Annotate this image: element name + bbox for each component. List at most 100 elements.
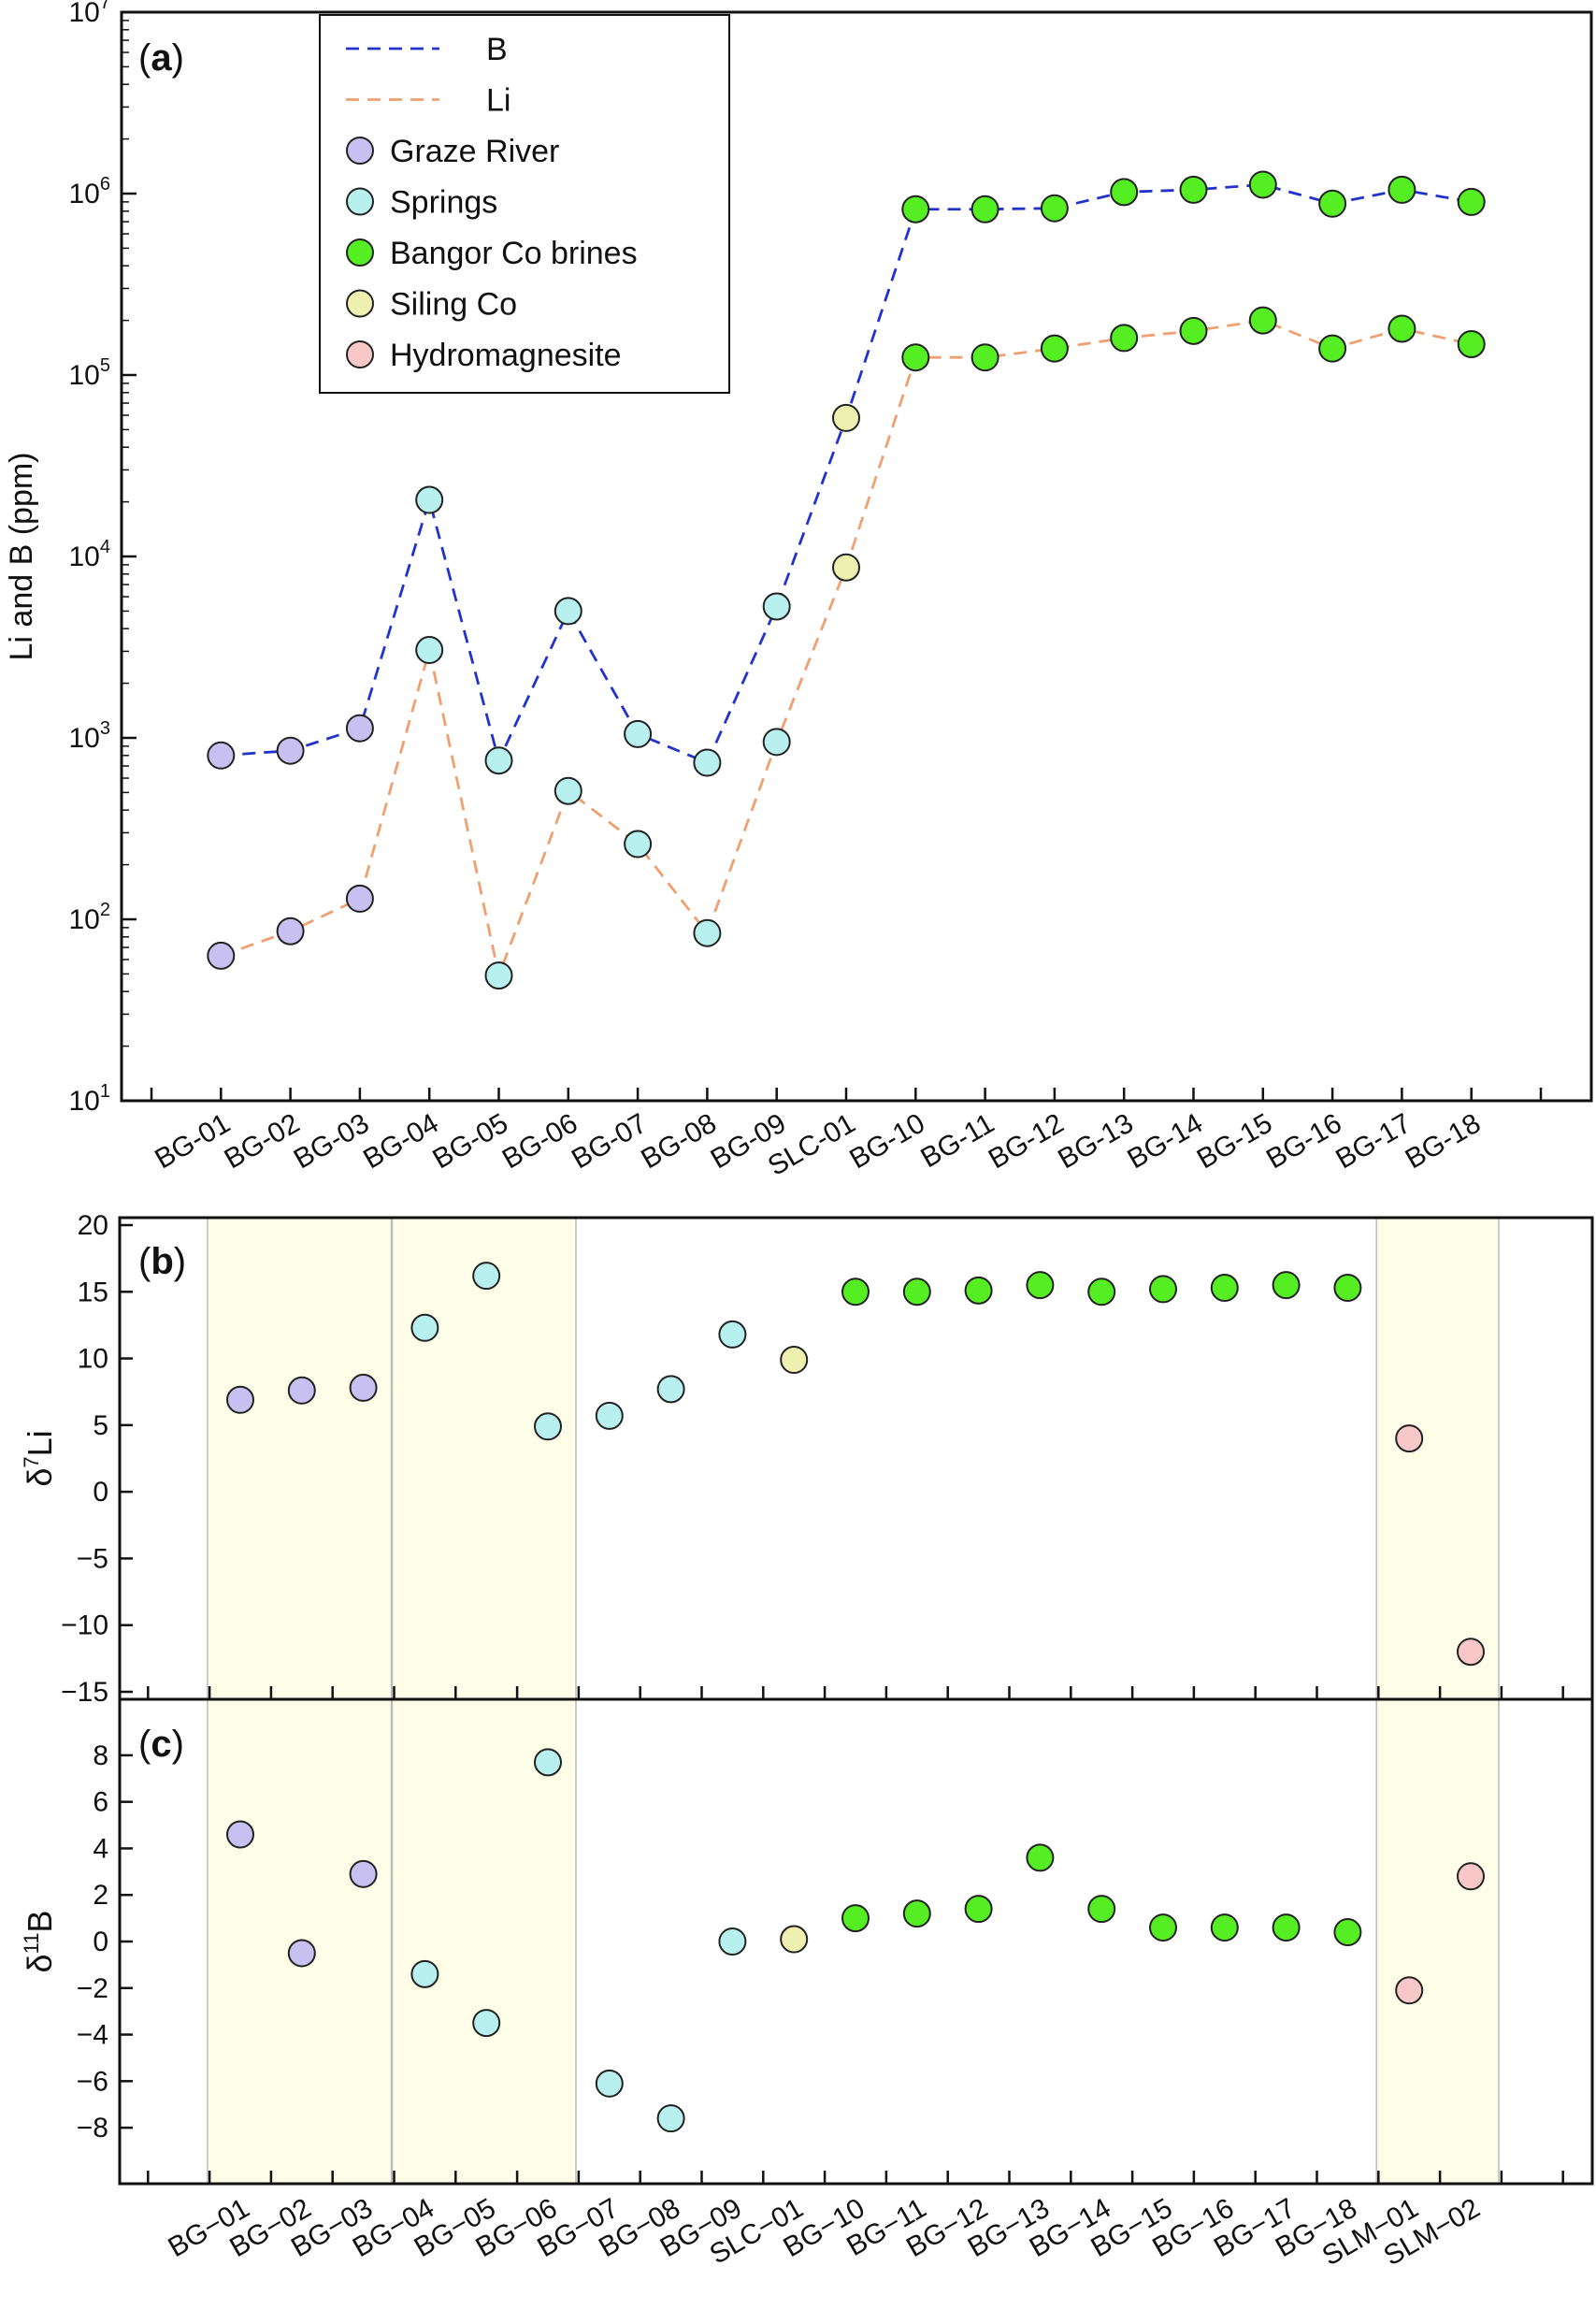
data-point-li (1110, 324, 1139, 353)
data-point-b (1110, 178, 1139, 207)
panel-a-xtick-label: BG-13 (1053, 1107, 1139, 1175)
data-point-li (901, 343, 930, 372)
data-point-li (971, 343, 999, 372)
panel-c-data-point (902, 1899, 931, 1928)
panel-b-data-point (410, 1313, 439, 1342)
panel-b-ytick-label: −10 (61, 1610, 108, 1641)
panel-b-data-point (1087, 1277, 1116, 1306)
data-point-b (1457, 187, 1486, 216)
panel-c-data-point (841, 1904, 870, 1933)
panel-a-ylabel: Li and B (ppm) (4, 453, 39, 661)
data-point-b (1248, 170, 1277, 199)
data-point-b (832, 403, 860, 432)
panel-a-xtick-label: BG-07 (567, 1107, 653, 1175)
panel-b-data-point (841, 1277, 870, 1306)
panel-c-data-point (595, 2069, 624, 2098)
panel-c-ytick-label: 2 (93, 1880, 108, 1911)
panel-b-ytick-label: 0 (93, 1477, 108, 1508)
panel-c-shaded-span (391, 1698, 577, 2185)
panel-b-data-point (534, 1412, 562, 1441)
panel-b-data-point (595, 1401, 624, 1430)
data-point-b (207, 741, 236, 770)
data-point-b (554, 597, 582, 626)
panel-b-ytick-label: −15 (61, 1677, 108, 1708)
data-point-b (345, 714, 374, 743)
panel-b-data-point (349, 1373, 378, 1402)
panel-a-xtick-label: BG-06 (497, 1107, 583, 1175)
panel-a-xtick-label: BG-11 (915, 1107, 999, 1174)
panel-c-data-point (1395, 1976, 1424, 2005)
panel-b-data-point (1395, 1424, 1424, 1453)
panel-b-data-point (1026, 1271, 1055, 1300)
data-point-b (415, 485, 444, 514)
panel-a-ytick-label: 102 (69, 900, 111, 935)
panel-b-data-point (902, 1277, 931, 1306)
panel-c-ytick-label: −4 (77, 2020, 108, 2051)
panel-c-ytick-label: 0 (93, 1927, 108, 1957)
data-point-li (1388, 314, 1416, 343)
panel-a-xtick-label: BG-05 (427, 1107, 513, 1175)
legend-label: Springs (390, 185, 497, 221)
panel-c-data-point (1210, 1913, 1239, 1942)
panel-a-ytick-label: 103 (69, 718, 111, 754)
data-point-b (276, 736, 305, 765)
panel-c-data-point (656, 2104, 685, 2133)
panel-a-ytick-label: 105 (69, 355, 111, 391)
panel-b-shaded-span (207, 1217, 393, 1700)
panel-c-data-point (718, 1927, 747, 1956)
panel-b-ytick-label: 20 (78, 1210, 108, 1241)
panel-a-xtick-label: BG-04 (358, 1107, 444, 1175)
panel-b-ytick-label: 10 (78, 1344, 108, 1375)
panel-b-shaded-span (1375, 1217, 1500, 1700)
panel-c-data-point (410, 1959, 439, 1988)
panel-c-ytick-label: −2 (77, 1973, 108, 2004)
data-point-li (484, 961, 513, 990)
data-point-li (832, 553, 860, 582)
data-point-b (484, 746, 513, 775)
data-point-li (207, 941, 236, 970)
data-point-li (1457, 329, 1486, 358)
panel-c-data-point (780, 1925, 809, 1954)
legend-marker (346, 340, 374, 368)
data-point-b (1318, 189, 1347, 218)
panel-b-data-point (964, 1276, 993, 1305)
legend-marker (346, 187, 374, 216)
panel-a-xtick-label: BG-17 (1330, 1107, 1416, 1175)
panel-b-data-point (656, 1375, 685, 1404)
panel-b-data-point (1457, 1638, 1485, 1667)
panel-b-shaded-span (391, 1217, 577, 1700)
panel-a-xtick-label: BG-15 (1192, 1107, 1278, 1175)
data-point-li (1248, 306, 1277, 335)
data-point-b (971, 195, 999, 224)
panel-c-data-point (1457, 1862, 1485, 1891)
data-point-li (345, 884, 374, 913)
legend-label: Siling Co (390, 287, 517, 323)
panel-c-data-point (964, 1895, 993, 1924)
data-point-li (276, 917, 305, 945)
panel-b-ytick-label: −5 (77, 1543, 108, 1574)
panel-c-data-point (1272, 1913, 1301, 1942)
data-point-li (1318, 334, 1347, 363)
panel-b-data-point (472, 1262, 501, 1291)
panel-b-ytick-label: 15 (78, 1277, 108, 1307)
panel-a-xtick-label: BG-12 (984, 1107, 1070, 1175)
panel-c-ytick-label: 6 (93, 1787, 108, 1818)
panel-a-xtick-label: BG-02 (219, 1107, 305, 1175)
panel-c-ytick-label: −8 (77, 2113, 108, 2144)
panel-a-label: (a) (138, 37, 184, 79)
panel-a-ytick-label: 106 (69, 174, 111, 209)
panel-a-xtick-label: BG-16 (1261, 1107, 1347, 1175)
panel-b-data-point (780, 1345, 809, 1374)
panel-c-shaded-span (1375, 1698, 1500, 2185)
panel-a-xtick-label: BG-18 (1401, 1107, 1487, 1175)
panel-c-data-point (1026, 1843, 1055, 1872)
panel-c-ytick-label: 8 (93, 1740, 108, 1771)
panel-c-ytick-label: −6 (77, 2066, 108, 2097)
panel-c-ylabel: δ11B (20, 1911, 59, 1973)
panel-c-data-point (1333, 1918, 1362, 1947)
legend-label: Hydromagnesite (390, 338, 622, 373)
data-point-li (415, 636, 444, 665)
panel-a-xtick-label: BG-01 (150, 1107, 236, 1175)
legend-marker (346, 238, 374, 267)
panel-a-xtick-label: BG-14 (1122, 1107, 1208, 1175)
